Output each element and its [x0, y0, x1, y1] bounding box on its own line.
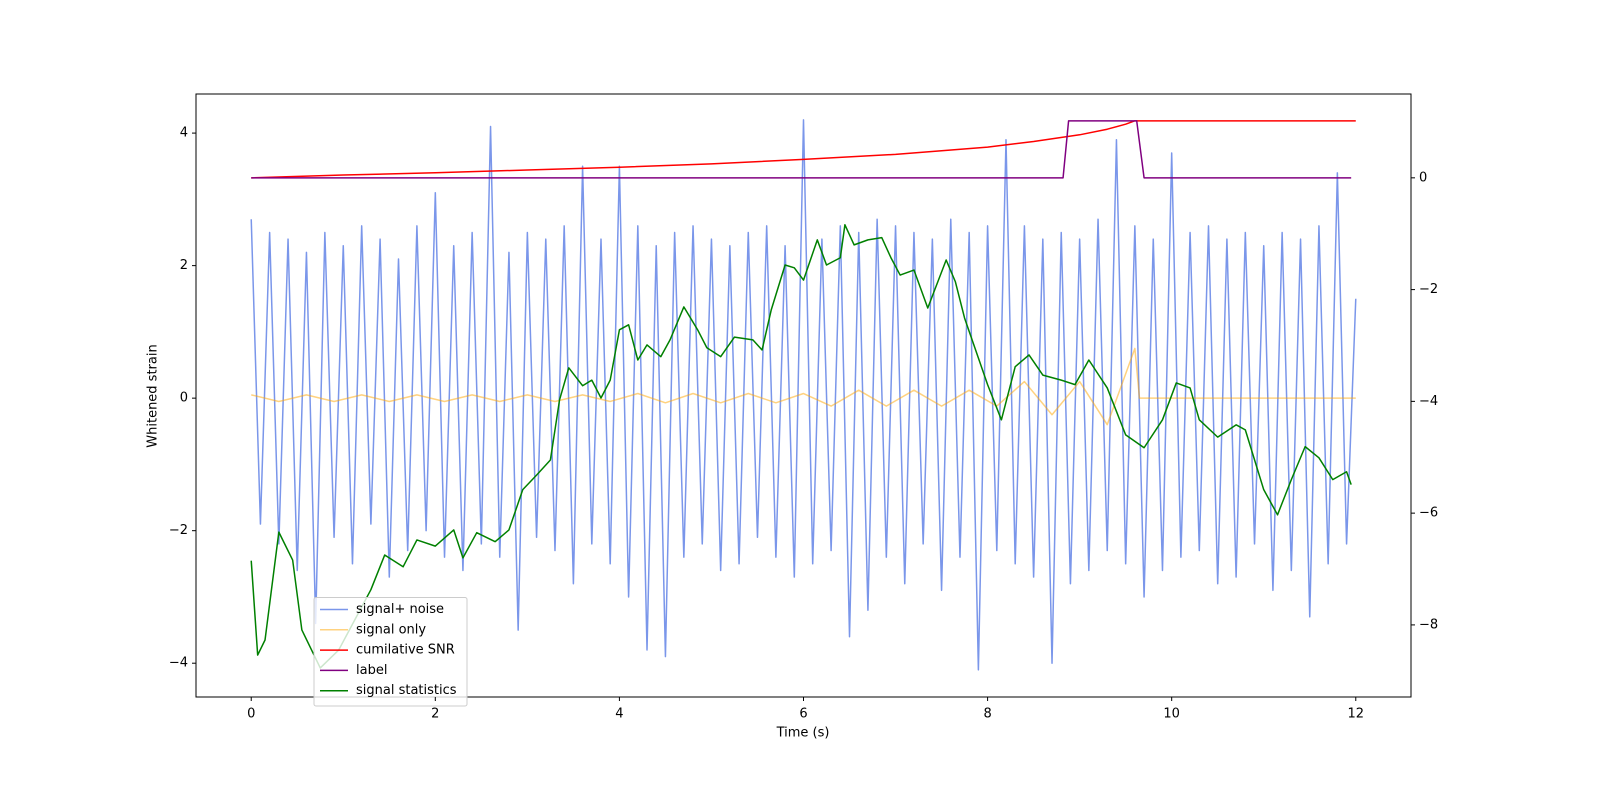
- y2-tick-label: 0: [1419, 170, 1427, 185]
- legend: signal+ noise signal only cumilative SNR la…: [313, 597, 468, 707]
- series-line: [251, 347, 1356, 426]
- series-line: [251, 120, 1356, 179]
- series-line: [250, 224, 1352, 669]
- series-line: [251, 120, 1352, 179]
- y2-tick-label: −6: [1419, 506, 1438, 521]
- legend-label: signal statistics: [356, 683, 457, 698]
- x-tick-label: 8: [983, 707, 991, 722]
- legend-label: cumilative SNR: [356, 643, 455, 658]
- x-tick-label: 0: [247, 707, 255, 722]
- series-line: [250, 119, 1357, 671]
- y-tick-label: −2: [169, 523, 188, 538]
- y2-tick-label: −4: [1419, 394, 1438, 409]
- x-axis-label: Time (s): [776, 726, 830, 741]
- x-tick-label: 4: [615, 707, 623, 722]
- x-tick-label: 12: [1347, 707, 1364, 722]
- y-axis-label: Whitened strain: [146, 344, 161, 447]
- legend-label: signal+ noise: [356, 602, 444, 617]
- legend-box: [313, 597, 468, 707]
- y2-tick-label: −8: [1419, 617, 1438, 632]
- plot-area: [250, 119, 1357, 671]
- x-tick-label: 10: [1163, 707, 1180, 722]
- y-tick-label: 2: [180, 258, 188, 273]
- legend-label: label: [356, 663, 387, 678]
- y-tick-label: −4: [169, 656, 188, 671]
- x-tick-label: 6: [799, 707, 807, 722]
- y2-tick-label: −2: [1419, 282, 1438, 297]
- y-tick-label: 4: [180, 126, 188, 141]
- y-tick-label: 0: [180, 391, 188, 406]
- legend-label: signal only: [356, 622, 426, 637]
- x-tick-label: 2: [431, 707, 439, 722]
